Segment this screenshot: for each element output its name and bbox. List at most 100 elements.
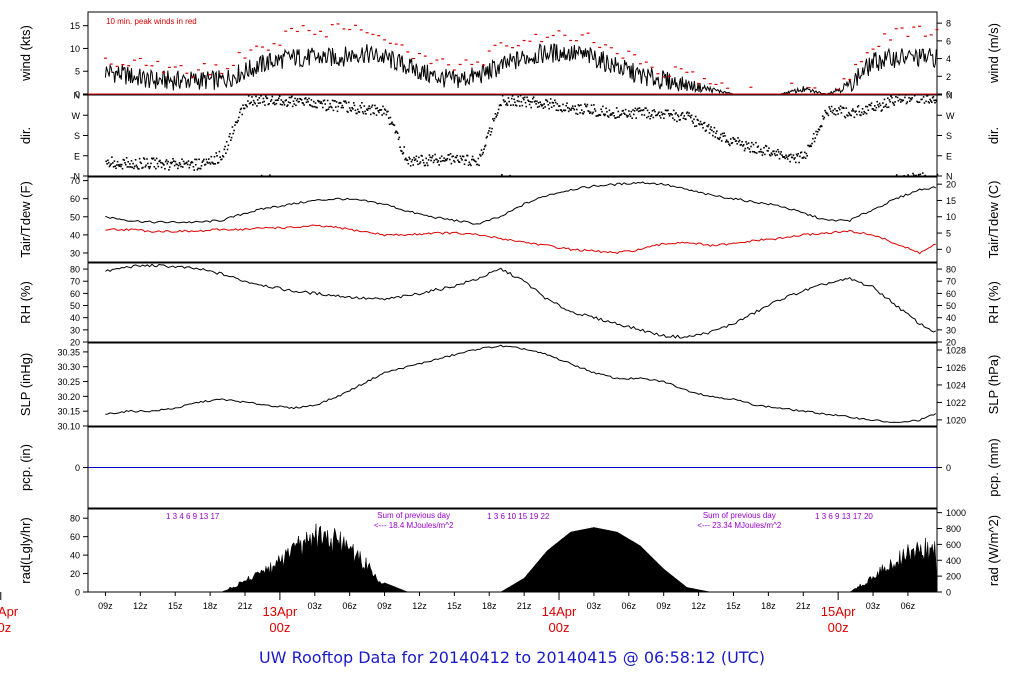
dir-point — [604, 113, 607, 116]
dir-point — [134, 159, 137, 161]
dir-point — [935, 100, 938, 103]
dir-point — [729, 144, 731, 147]
dir-point — [909, 97, 912, 100]
dir-point — [850, 114, 852, 117]
dir-point — [566, 102, 568, 104]
dir-point — [154, 159, 156, 161]
dir-point — [777, 148, 779, 151]
dir-point — [278, 95, 281, 97]
dir-point — [747, 147, 749, 149]
dir-point — [652, 116, 655, 119]
dir-point — [683, 115, 686, 117]
dir-point — [360, 106, 362, 109]
dir-point — [163, 164, 165, 166]
dir-point — [271, 95, 274, 98]
dir-point — [395, 130, 397, 132]
dir-point — [180, 165, 182, 168]
dir-point — [875, 106, 878, 109]
dir-point — [676, 120, 678, 123]
dir-point — [812, 133, 815, 135]
dir-point — [474, 160, 476, 162]
dir-point — [186, 161, 188, 164]
dir-point — [889, 100, 891, 103]
dir-point — [191, 161, 194, 164]
dir-point — [852, 110, 855, 112]
dir-point — [789, 160, 791, 163]
dir-point — [613, 115, 615, 117]
dir-point — [237, 119, 239, 122]
dir-point — [654, 110, 656, 113]
dir-ytick-label: E — [74, 151, 80, 161]
dir-point — [205, 158, 208, 161]
dir-point — [751, 141, 753, 144]
dir-point — [567, 106, 569, 109]
dir-point — [233, 129, 235, 132]
dir-point — [493, 117, 496, 120]
dir-point — [133, 167, 135, 170]
dir-point — [483, 148, 485, 150]
dir-point — [108, 165, 111, 168]
dir-point — [453, 161, 456, 163]
dir-point — [632, 109, 634, 111]
dir-point — [329, 102, 331, 105]
dir-point — [494, 113, 497, 115]
dir-point — [552, 102, 554, 104]
dir-point — [755, 152, 758, 154]
dir-point — [242, 104, 244, 106]
dir-point — [306, 98, 309, 101]
dir-point — [357, 108, 359, 111]
dir-point — [216, 155, 218, 157]
dir-point — [785, 154, 787, 157]
x-tick-label: 18z — [761, 601, 776, 611]
dir-point — [221, 158, 223, 161]
dir-point — [826, 112, 829, 115]
dir-point — [312, 105, 314, 108]
dir-point — [155, 157, 158, 160]
dir-point — [865, 105, 867, 108]
dir-point — [688, 112, 690, 114]
dir-point — [659, 115, 661, 117]
dir-point — [200, 165, 203, 167]
dir-point — [682, 117, 685, 120]
dir-point — [767, 150, 769, 152]
dir-point — [719, 136, 721, 139]
dir-point — [488, 130, 490, 132]
dir-point — [831, 111, 834, 114]
dir-point — [168, 166, 171, 168]
dir-point — [209, 163, 212, 165]
dir-point — [453, 159, 455, 162]
dir-point — [386, 111, 388, 113]
dir-point — [427, 159, 430, 161]
dir-point — [252, 99, 255, 102]
dir-point — [650, 115, 652, 117]
dir-point — [594, 110, 597, 112]
dir-point — [287, 101, 290, 103]
slp-ytick-label-right: 1022 — [946, 398, 966, 408]
dir-point — [903, 175, 905, 177]
dir-point — [335, 101, 338, 103]
dir-point — [788, 154, 791, 156]
dir-point — [165, 159, 168, 161]
dir-point — [158, 160, 160, 163]
dir-point — [814, 137, 817, 139]
dir-point — [867, 109, 870, 111]
rad-ytick-label-right: 0 — [946, 588, 951, 598]
dir-point — [198, 158, 200, 161]
dir-point — [844, 116, 847, 119]
dir-point — [174, 160, 177, 163]
dir-point — [115, 167, 117, 170]
dir-point — [681, 112, 683, 115]
dir-point — [501, 94, 504, 97]
dir-point — [259, 102, 261, 104]
dir-point — [848, 113, 851, 115]
dir-point — [215, 152, 217, 154]
dir-point — [821, 115, 824, 117]
dir-point — [465, 159, 467, 162]
dir-point — [457, 159, 459, 162]
dir-point — [858, 110, 861, 113]
day-label-date-1: 13Apr — [263, 604, 298, 619]
dir-point — [513, 98, 515, 101]
dir-point — [287, 104, 289, 106]
dir-point — [677, 115, 680, 118]
dir-point — [547, 104, 550, 106]
